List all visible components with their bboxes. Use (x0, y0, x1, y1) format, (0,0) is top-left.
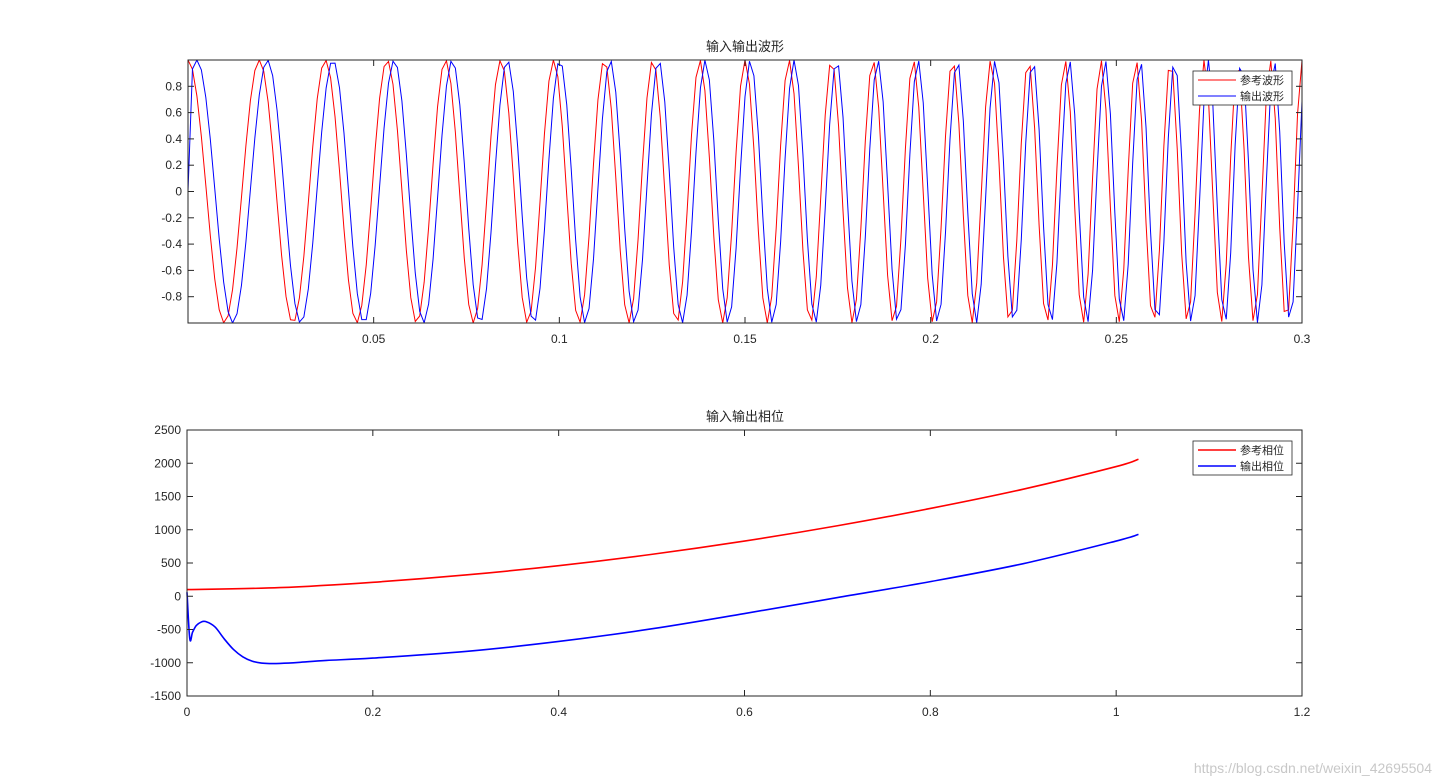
phase-y-tick-label: 2500 (154, 423, 181, 437)
waveform-legend[interactable]: 参考波形 输出波形 (1192, 70, 1293, 106)
watermark: https://blog.csdn.net/weixin_42695504 (1193, 760, 1432, 776)
waveform-x-tick-label: 0.05 (362, 332, 386, 346)
waveform-x-ticks: 0.05 0.1 0.15 0.2 0.25 0.3 (362, 60, 1311, 346)
phase-title: 输入输出相位 (706, 409, 784, 425)
waveform-x-tick-label: 0.25 (1105, 332, 1129, 346)
phase-series-output (186, 533, 1139, 665)
phase-x-tick-label: 1.2 (1294, 705, 1311, 719)
waveform-axes: 输入输出波形 0.05 0.1 0.15 0.2 0.25 0.3 0.80.60.40.… (161, 39, 1310, 346)
waveform-legend-label-out: 输出波形 (1240, 89, 1284, 103)
phase-legend[interactable]: 参考相位 输出相位 (1192, 440, 1293, 476)
waveform-title: 输入输出波形 (706, 39, 784, 55)
waveform-series-output (188, 60, 1302, 323)
waveform-plot-area (188, 60, 1302, 323)
waveform-y-tick-label: 0.6 (165, 106, 182, 120)
waveform-y-tick-label: 0.8 (165, 79, 182, 93)
waveform-y-tick-label: -0.2 (161, 211, 182, 225)
phase-y-tick-label: 2000 (154, 456, 181, 470)
waveform-x-tick-label: 0.3 (1294, 332, 1311, 346)
phase-x-tick-label: 0.8 (922, 705, 939, 719)
phase-y-ticks: 2500 2000 1500 1000 500 0 -500 -1000 -1500 (150, 423, 1302, 703)
phase-y-tick-label: 1500 (154, 490, 181, 504)
phase-legend-label-ref: 参考相位 (1240, 443, 1284, 457)
phase-y-tick-label: 0 (174, 589, 181, 603)
phase-axes-box (186, 429, 1303, 697)
phase-legend-label-out: 输出相位 (1240, 459, 1284, 473)
waveform-legend-box (1192, 70, 1293, 106)
waveform-x-tick-label: 0.2 (922, 332, 939, 346)
phase-y-tick-label: 1000 (154, 523, 181, 537)
phase-axes: 输入输出相位 0 0.2 0.4 0.6 0.8 1 1.2 2500 2000 1500 100… (150, 409, 1310, 719)
phase-x-tick-label: 0.2 (364, 705, 381, 719)
waveform-y-ticks: 0.8 0.6 0.4 0.2 0 -0.2 -0.4 -0.6 -0.8 (161, 79, 1302, 304)
phase-plot-area (186, 458, 1139, 665)
waveform-x-tick-label: 0.1 (551, 332, 568, 346)
phase-y-tick-label: -1500 (150, 689, 181, 703)
phase-x-ticks: 0 0.2 0.4 0.6 0.8 1 1.2 (184, 430, 1311, 719)
phase-legend-box (1192, 440, 1293, 476)
phase-y-tick-label: 500 (161, 556, 181, 570)
waveform-legend-label-ref: 参考波形 (1240, 73, 1284, 87)
waveform-y-tick-label: -0.6 (161, 263, 182, 277)
phase-y-tick-label: -1000 (150, 656, 181, 670)
waveform-y-tick-label: -0.8 (161, 290, 182, 304)
waveform-y-tick-label: -0.4 (161, 237, 182, 251)
waveform-x-tick-label: 0.15 (733, 332, 757, 346)
phase-x-tick-label: 0.4 (550, 705, 567, 719)
phase-x-tick-label: 1 (1113, 705, 1120, 719)
phase-y-tick-label: -500 (157, 623, 181, 637)
waveform-y-tick-label: 0.2 (165, 158, 182, 172)
waveform-y-tick-label: 0.4 (165, 132, 182, 146)
waveform-y-tick-label: 0 (175, 185, 182, 199)
phase-x-tick-label: 0 (184, 705, 191, 719)
phase-x-tick-label: 0.6 (736, 705, 753, 719)
phase-series-reference (186, 458, 1139, 591)
